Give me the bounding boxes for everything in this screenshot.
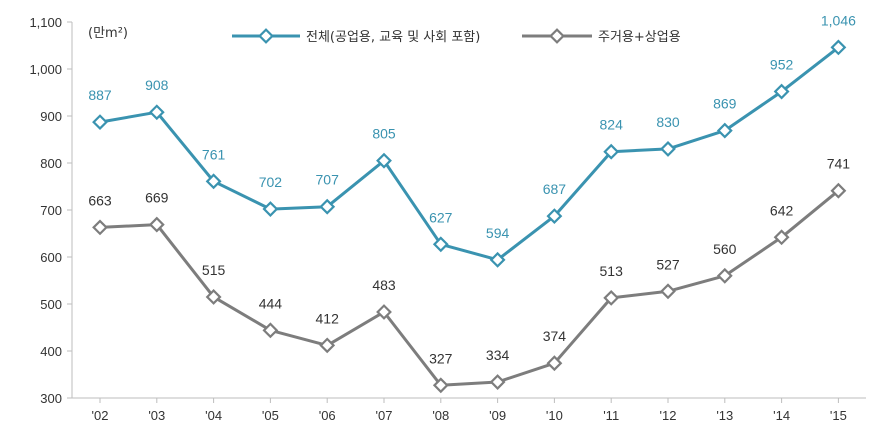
- data-label: 805: [372, 126, 396, 142]
- data-label: 327: [429, 350, 453, 366]
- x-tick-label: '15: [830, 408, 847, 423]
- y-tick-label: 900: [40, 109, 62, 124]
- series-line: [99, 189, 840, 387]
- data-label: 824: [600, 117, 624, 133]
- data-label: 663: [88, 192, 112, 208]
- data-point-marker: [716, 122, 733, 139]
- x-axis-ticks: '02 '03 '04 '05 '06 '07 '08 '09 '10 '11 '12 '13 '14 '…: [92, 398, 847, 423]
- data-label: 869: [713, 96, 737, 112]
- y-tick-label: 300: [40, 391, 62, 406]
- series-0: 887 908 761 702 707 805 627 594 687 824 830 869 952 1…: [88, 12, 856, 268]
- data-point-marker: [716, 267, 733, 284]
- data-label: 761: [202, 146, 226, 162]
- x-tick-label: '04: [205, 408, 222, 423]
- x-tick-label: '05: [262, 408, 279, 423]
- data-point-marker: [660, 140, 676, 157]
- data-label: 642: [770, 202, 794, 218]
- data-point-marker: [319, 337, 336, 354]
- data-point-marker: [432, 377, 449, 394]
- data-point-marker: [489, 251, 506, 268]
- x-tick-label: '08: [432, 408, 449, 423]
- series-line: [99, 46, 840, 262]
- data-label: 374: [543, 328, 567, 344]
- data-label: 334: [486, 347, 510, 363]
- axes: [71, 22, 866, 399]
- series-1: 663 669 515 444 412 483 327 334 374 513 527 560 642 7…: [88, 156, 851, 394]
- x-tick-label: '10: [546, 408, 563, 423]
- data-label: 741: [827, 156, 851, 172]
- data-point-marker: [92, 114, 108, 131]
- data-label: 444: [259, 295, 283, 311]
- y-tick-label: 400: [40, 344, 62, 359]
- legend: 전체(공업용, 교육 및 사회 포함) 주거용+상업용: [232, 28, 681, 45]
- y-tick-label: 500: [40, 297, 62, 312]
- data-point-marker: [660, 283, 676, 300]
- data-point-marker: [148, 216, 165, 233]
- data-point-marker: [319, 198, 336, 215]
- data-label: 515: [202, 262, 226, 278]
- x-tick-label: '07: [376, 408, 393, 423]
- series-layer: 887 908 761 702 707 805 627 594 687 824 830 869 952 1…: [88, 12, 856, 394]
- x-tick-label: '14: [773, 408, 790, 423]
- data-point-marker: [376, 304, 392, 320]
- y-tick-label: 800: [40, 156, 62, 171]
- y-tick-label: 1,000: [29, 62, 62, 77]
- data-point-marker: [603, 289, 620, 306]
- data-point-marker: [376, 152, 392, 169]
- data-point-marker: [773, 229, 790, 246]
- y-axis-ticks: 300 400 500 600 700 800 900 1,000 1,100: [29, 15, 72, 406]
- data-label: 908: [145, 77, 169, 93]
- data-label: 527: [656, 256, 680, 272]
- data-point-marker: [262, 322, 279, 339]
- y-tick-label: 1,100: [29, 15, 62, 30]
- data-label: 483: [372, 277, 396, 293]
- data-point-marker: [489, 374, 506, 390]
- data-point-marker: [432, 236, 449, 253]
- x-tick-label: '13: [716, 408, 733, 423]
- data-label: 513: [600, 263, 624, 279]
- x-tick-label: '03: [148, 408, 165, 423]
- x-tick-label: '06: [319, 408, 336, 423]
- x-tick-label: '02: [92, 408, 109, 423]
- data-label: 702: [259, 174, 283, 190]
- y-tick-label: 700: [40, 203, 62, 218]
- data-label: 412: [316, 310, 340, 326]
- legend-marker-residential: [549, 28, 565, 44]
- x-tick-label: '09: [489, 408, 506, 423]
- data-point-marker: [92, 219, 108, 236]
- data-point-marker: [830, 182, 847, 199]
- data-label: 560: [713, 241, 737, 257]
- unit-label: (만m²): [88, 26, 128, 41]
- data-point-marker: [603, 143, 620, 160]
- data-label: 669: [145, 190, 169, 206]
- x-tick-label: '12: [660, 408, 677, 423]
- y-tick-label: 600: [40, 250, 62, 265]
- legend-label-total: 전체(공업용, 교육 및 사회 포함): [306, 30, 480, 45]
- data-label: 952: [770, 57, 794, 73]
- x-tick-label: '11: [603, 408, 619, 423]
- data-label: 707: [316, 172, 340, 188]
- data-point-marker: [262, 201, 279, 217]
- data-label: 830: [656, 114, 680, 130]
- data-point-marker: [830, 39, 847, 56]
- data-point-marker: [546, 208, 563, 225]
- data-point-marker: [205, 173, 222, 190]
- legend-label-residential: 주거용+상업용: [598, 30, 681, 45]
- data-point-marker: [546, 355, 563, 372]
- data-point-marker: [205, 289, 222, 305]
- data-label: 687: [543, 181, 567, 197]
- data-label: 627: [429, 209, 453, 225]
- data-label: 594: [486, 225, 510, 241]
- data-point-marker: [773, 83, 790, 100]
- legend-marker-total: [258, 28, 274, 44]
- data-label: 887: [88, 87, 112, 103]
- data-label: 1,046: [821, 12, 856, 28]
- data-point-marker: [148, 104, 165, 121]
